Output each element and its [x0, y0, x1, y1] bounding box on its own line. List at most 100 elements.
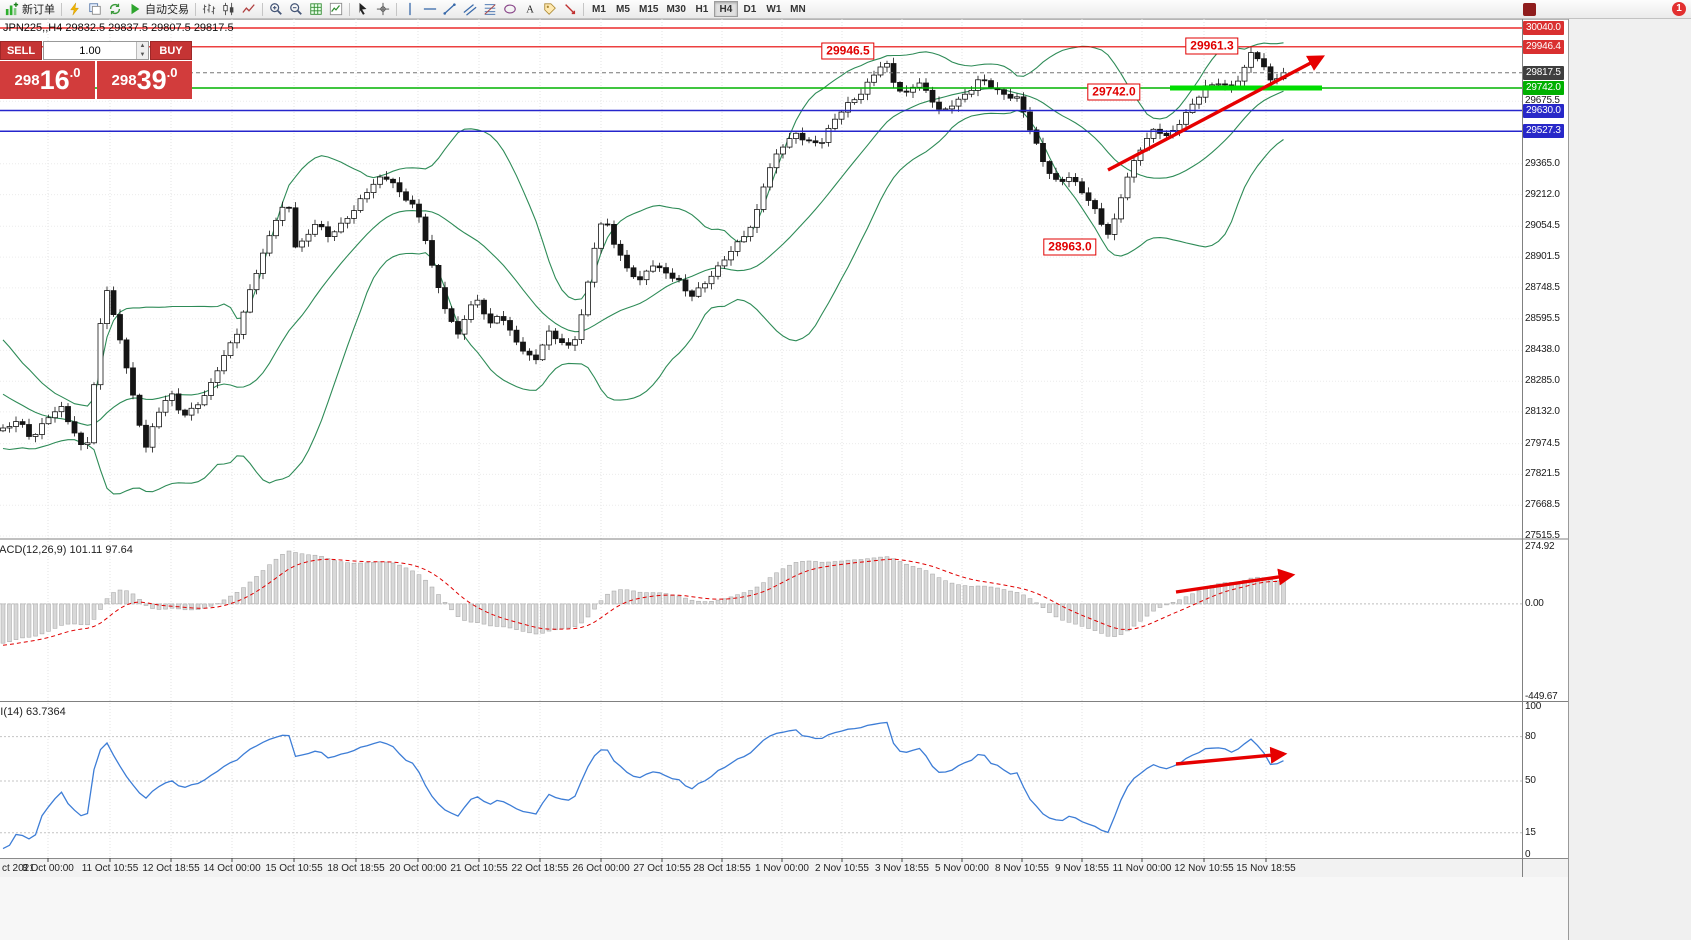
price-axis-label: -449.67: [1525, 691, 1558, 702]
price-axis-label: 0: [1525, 849, 1531, 860]
time-axis-label: 8 Oct 00:00: [22, 863, 74, 874]
timeframe-d1-button[interactable]: D1: [738, 1, 762, 17]
price-axis-label: 27668.5: [1525, 499, 1560, 511]
new-order-icon: [5, 2, 19, 16]
time-axis-label: 28 Oct 18:55: [693, 863, 751, 874]
price-annotation[interactable]: 28963.0: [1043, 238, 1097, 256]
volume-input[interactable]: [44, 42, 136, 59]
new-order-button[interactable]: 新订单: [2, 1, 58, 18]
arrows-button[interactable]: [560, 1, 580, 18]
time-axis-label: 11 Oct 10:55: [81, 863, 139, 874]
channel-button[interactable]: [460, 1, 480, 18]
sell-price[interactable]: 298 16.0: [0, 61, 95, 99]
price-axis-label: 30040.0: [1523, 21, 1564, 35]
arrows-icon: [563, 2, 577, 16]
price-annotation[interactable]: 29946.5: [821, 42, 875, 60]
zoom-out-button[interactable]: [286, 1, 306, 18]
vertical-line-icon: [403, 2, 417, 16]
buy-price[interactable]: 298 39.0: [97, 61, 192, 99]
time-axis-label: 5 Nov 00:00: [935, 863, 989, 874]
price-axis-label: 29630.0: [1523, 103, 1564, 118]
horizontal-line-icon: [423, 2, 437, 16]
price-axis-label: 29817.5: [1523, 65, 1564, 80]
time-axis-label: 11 Nov 00:00: [1112, 863, 1172, 874]
horizontal-line-button[interactable]: [420, 1, 440, 18]
chart-ohlc-header: JPN225,,H4 29832.5 29837.5 29807.5 29817…: [3, 22, 234, 34]
price-axis-label: 27515.5: [1525, 530, 1560, 541]
timeframe-mn-button[interactable]: MN: [786, 1, 810, 17]
price-axis-label: 29742.0: [1523, 80, 1564, 95]
svg-text:A: A: [526, 5, 534, 16]
auto-trading-icon: [128, 2, 142, 16]
fibonacci-button[interactable]: [480, 1, 500, 18]
notification-badge[interactable]: 1: [1672, 2, 1686, 16]
candle-chart-button[interactable]: [219, 1, 239, 18]
price-axis-label: 27821.5: [1525, 468, 1560, 480]
time-axis: ct 2021 8 Oct 00:00 11 Oct 10:55 12 Oct 18:…: [0, 858, 1568, 877]
timeframe-h4-button[interactable]: H4: [713, 1, 738, 17]
shapes-icon: [503, 2, 517, 16]
crosshair-button[interactable]: [373, 1, 393, 18]
toolbar-separator: [396, 2, 397, 16]
label-button[interactable]: [540, 1, 560, 18]
vertical-line-button[interactable]: [400, 1, 420, 18]
price-axis-label: 29946.4: [1523, 39, 1564, 54]
volume-down-button[interactable]: ▼: [137, 50, 148, 59]
cursor-button[interactable]: [353, 1, 373, 18]
timeframe-m1-button[interactable]: M1: [587, 1, 611, 17]
grid-button[interactable]: [306, 1, 326, 18]
time-axis-label: 14 Oct 00:00: [203, 863, 261, 874]
price-axis-label: 29675.5: [1525, 95, 1560, 107]
price-axis-label: 28595.5: [1525, 312, 1560, 324]
label-icon: [543, 2, 557, 16]
buy-button[interactable]: BUY: [150, 41, 192, 60]
price-axis-label: 29365.0: [1525, 157, 1560, 169]
line-chart-button[interactable]: [239, 1, 259, 18]
volume-up-button[interactable]: ▲: [137, 42, 148, 51]
auto-trading-label: 自动交易: [145, 4, 189, 16]
time-axis-label: 22 Oct 18:55: [511, 863, 569, 874]
toolbar-separator: [349, 2, 350, 16]
auto-trading-button[interactable]: 自动交易: [125, 1, 192, 18]
timeframe-w1-button[interactable]: W1: [762, 1, 786, 17]
profiles-button[interactable]: [85, 1, 105, 18]
refresh-button[interactable]: [105, 1, 125, 18]
price-axis-label: 27974.5: [1525, 437, 1560, 449]
text-button[interactable]: A: [520, 1, 540, 18]
bar-chart-button[interactable]: [199, 1, 219, 18]
zoom-in-button[interactable]: [266, 1, 286, 18]
price-axis-label: 0.00: [1525, 597, 1544, 609]
timeframe-m5-button[interactable]: M5: [611, 1, 635, 17]
toolbar-separator: [195, 2, 196, 16]
time-axis-label: 1 Nov 00:00: [755, 863, 809, 874]
time-axis-label: 12 Oct 18:55: [142, 863, 200, 874]
alert-icon[interactable]: [1523, 3, 1536, 16]
volume-spinner: ▲ ▼: [136, 42, 148, 59]
shapes-button[interactable]: [500, 1, 520, 18]
timeframe-m15-button[interactable]: M15: [635, 1, 662, 17]
time-axis-label: 9 Nov 18:55: [1055, 863, 1109, 874]
price-axis-label: 15: [1525, 826, 1536, 838]
price-axis-label: 80: [1525, 730, 1536, 742]
timeframe-h1-button[interactable]: H1: [690, 1, 714, 17]
price-axis-label: 100: [1525, 701, 1542, 712]
quick-trade-button[interactable]: [65, 1, 85, 18]
price-axis-label: 50: [1525, 775, 1536, 786]
rsi-indicator-label: RSI(14) 63.7364: [0, 706, 66, 718]
channel-icon: [463, 2, 477, 16]
indicators-icon: [329, 2, 343, 16]
price-annotation[interactable]: 29961.3: [1185, 37, 1239, 55]
chart-canvas[interactable]: [0, 19, 1522, 857]
profiles-icon: [88, 2, 102, 16]
time-axis-label: 2 Nov 10:55: [815, 863, 869, 874]
indicators-button[interactable]: [326, 1, 346, 18]
time-axis-label: 15 Nov 18:55: [1236, 863, 1296, 874]
time-axis-label: 27 Oct 10:55: [633, 863, 691, 874]
price-axis-label: 28901.5: [1525, 251, 1560, 263]
text-icon: A: [523, 2, 537, 16]
zoom-out-icon: [289, 2, 303, 16]
timeframe-m30-button[interactable]: M30: [662, 1, 689, 17]
sell-button[interactable]: SELL: [0, 41, 42, 60]
trendline-button[interactable]: [440, 1, 460, 18]
price-annotation[interactable]: 29742.0: [1087, 83, 1141, 101]
